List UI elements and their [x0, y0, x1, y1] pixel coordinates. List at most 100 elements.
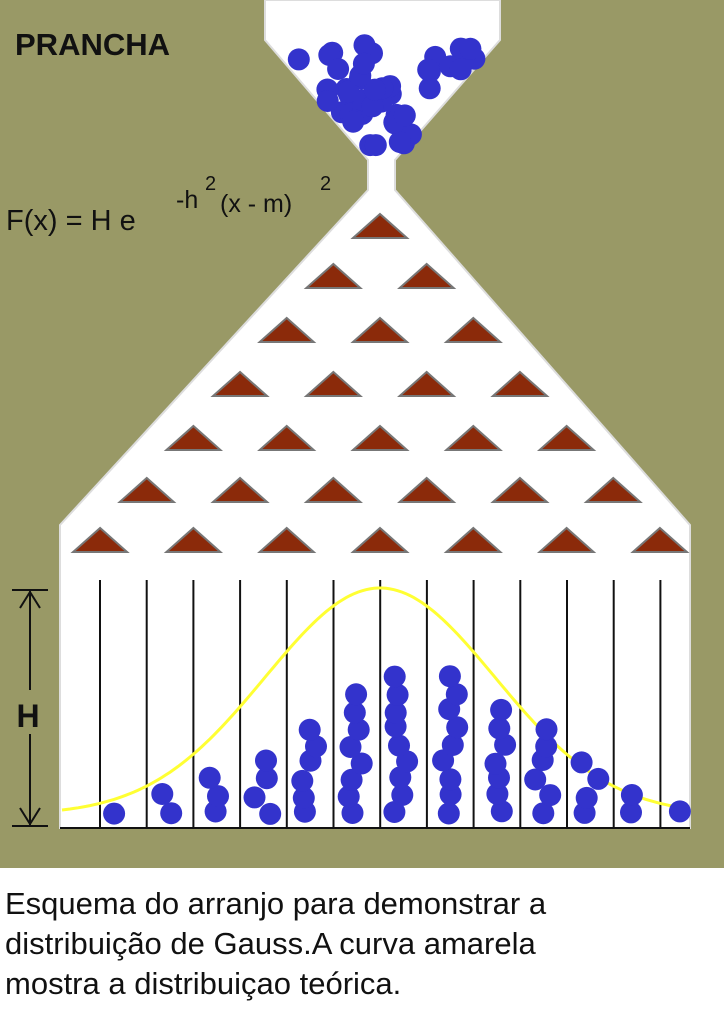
ball	[298, 718, 321, 741]
pegs	[70, 212, 690, 553]
ball	[160, 802, 183, 825]
ball	[620, 801, 642, 824]
ball	[207, 785, 229, 808]
ball	[350, 752, 373, 775]
peg	[490, 476, 550, 503]
ball	[486, 783, 509, 805]
arrow-head	[19, 590, 41, 609]
ball	[393, 104, 416, 127]
peg	[210, 370, 270, 397]
ball	[305, 735, 327, 758]
formula-power: 2	[320, 173, 331, 195]
peg	[397, 370, 457, 397]
ball	[341, 802, 364, 824]
height-label: H	[16, 698, 39, 734]
ball	[620, 784, 643, 806]
peg	[163, 526, 224, 553]
ball	[383, 665, 406, 688]
ball	[353, 34, 376, 57]
ball	[292, 786, 315, 809]
ball	[417, 58, 440, 81]
peg	[536, 526, 597, 553]
ball	[535, 718, 558, 741]
ball	[484, 752, 507, 775]
ball	[438, 665, 461, 688]
ball	[575, 786, 598, 809]
ball	[291, 769, 314, 792]
peg	[397, 262, 457, 289]
ball	[446, 716, 469, 739]
ball	[243, 786, 266, 809]
ball	[439, 768, 462, 791]
ball	[361, 95, 384, 118]
ball	[347, 718, 370, 741]
ball	[488, 717, 511, 740]
peg	[117, 476, 177, 503]
title: PRANCHA	[15, 27, 170, 62]
ball	[459, 37, 482, 60]
caption-line: mostra a distribuiçao teórica.	[5, 966, 401, 1001]
ball	[535, 735, 558, 758]
ball	[363, 78, 386, 101]
peg	[303, 370, 363, 397]
peg	[257, 316, 317, 343]
peg	[350, 212, 410, 239]
ball	[524, 768, 547, 791]
ball	[316, 90, 339, 112]
peg	[257, 424, 317, 451]
peg	[350, 526, 410, 553]
ball	[342, 110, 365, 133]
ball	[388, 131, 411, 153]
ball	[337, 785, 360, 808]
ball	[364, 134, 387, 157]
caption-line: Esquema do arranjo para demonstrar a	[5, 886, 547, 921]
ball	[386, 683, 409, 706]
formula-exp: (x - m)	[220, 190, 292, 218]
peg	[303, 262, 363, 289]
ball	[587, 767, 610, 790]
ball	[570, 751, 593, 774]
ball	[449, 58, 472, 81]
ball	[352, 52, 375, 75]
ball	[383, 801, 406, 823]
ball	[384, 701, 407, 724]
formula-lhs: F(x) = H e	[6, 205, 136, 237]
formula: F(x) = H e -h 2 (x - m) 2	[6, 173, 331, 237]
bins	[99, 580, 662, 828]
peg	[443, 316, 503, 343]
ball	[490, 800, 513, 823]
ball	[327, 58, 350, 80]
formula-power: 2	[205, 173, 216, 195]
ball	[198, 766, 221, 789]
peg	[303, 476, 363, 503]
peg	[257, 526, 317, 553]
ball	[668, 800, 691, 823]
ball	[418, 77, 441, 100]
ball	[103, 802, 126, 825]
formula-exp: -h	[176, 186, 198, 214]
caption-line: distribuição de Gauss.A curva amarela	[5, 926, 536, 961]
peg	[210, 476, 270, 503]
peg	[163, 424, 224, 451]
ball	[255, 767, 278, 790]
peg	[536, 424, 597, 451]
ball	[151, 783, 174, 805]
ball	[345, 683, 368, 706]
peg	[443, 526, 503, 553]
peg	[490, 370, 550, 397]
ball	[539, 784, 562, 807]
ball	[255, 749, 277, 772]
ball	[340, 768, 363, 791]
ball	[441, 734, 464, 756]
peg	[583, 476, 643, 503]
ball	[490, 698, 513, 721]
ball	[391, 784, 414, 806]
ball	[337, 80, 360, 103]
arrow-head	[19, 807, 41, 826]
ball	[437, 802, 460, 825]
peg	[443, 424, 503, 451]
ball	[445, 683, 468, 706]
balls	[103, 34, 691, 825]
peg	[630, 526, 690, 553]
